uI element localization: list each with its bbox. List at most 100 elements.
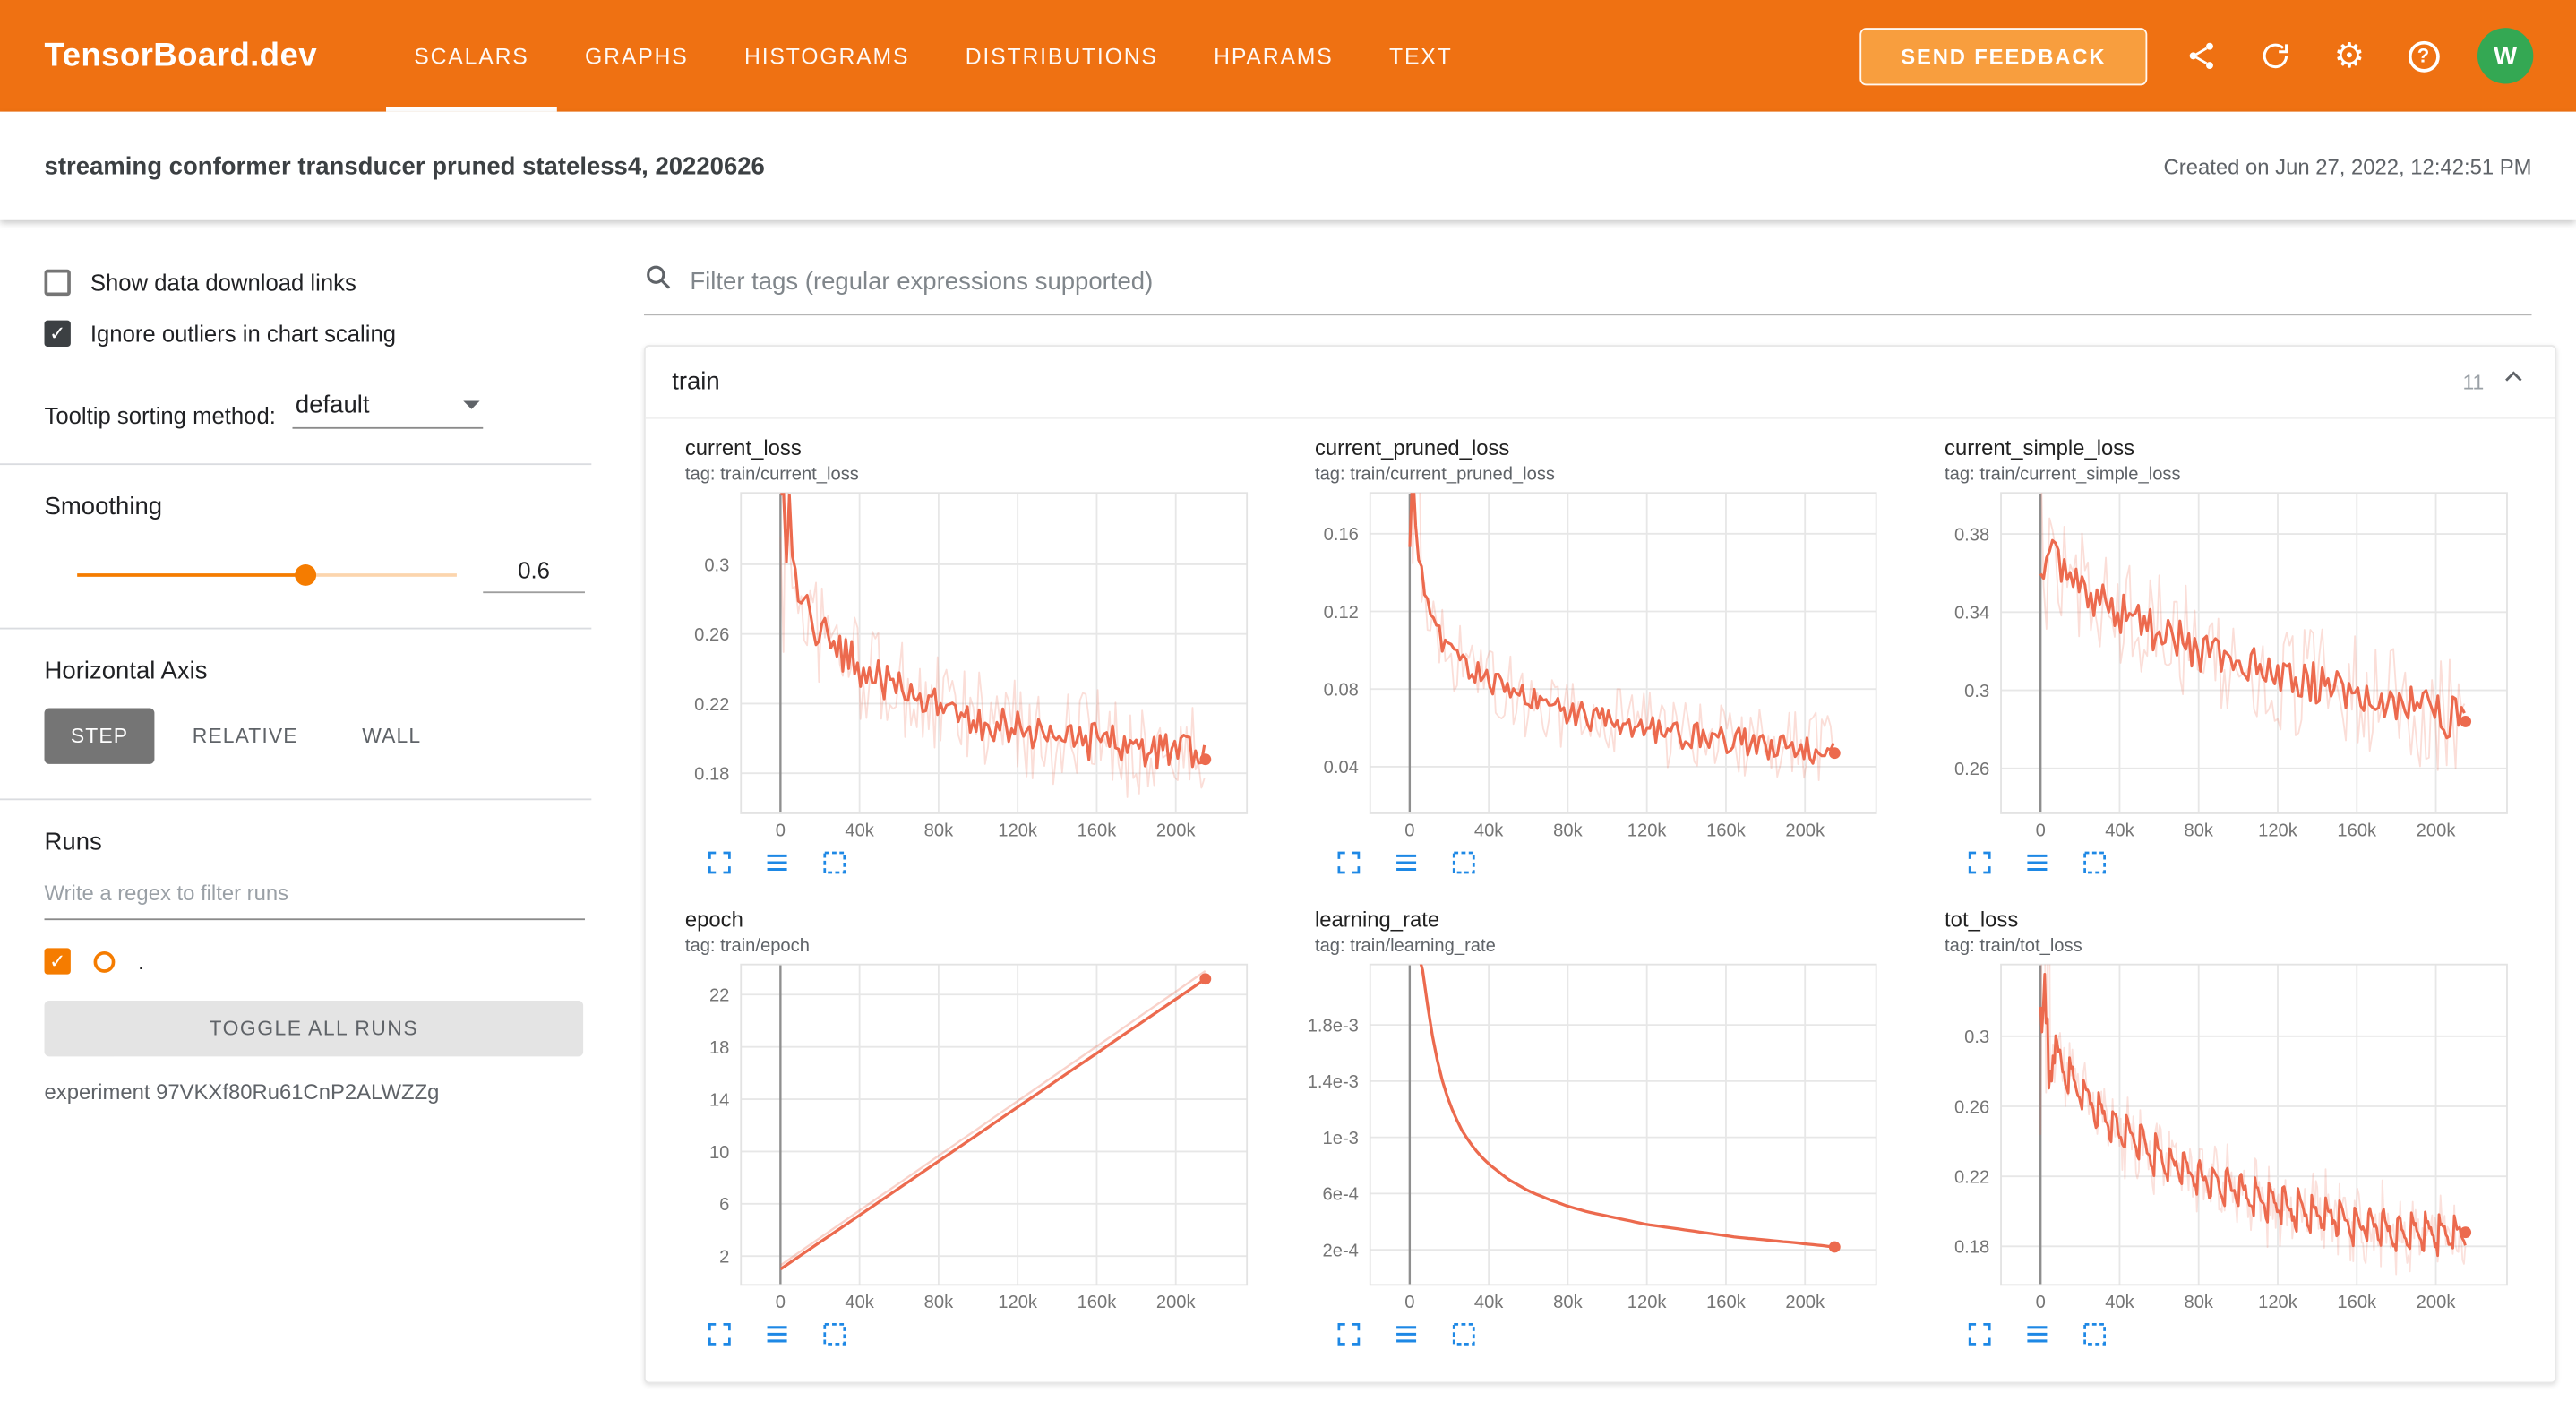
chart-plot[interactable]: 2e-4 6e-4 1e-3 1.4e-3 1.8e-3 0 40k 80k 120k 160k 2… <box>1292 959 1908 1314</box>
chart-actions <box>1921 1320 2537 1349</box>
fit-domain-icon[interactable] <box>1449 1320 1479 1349</box>
chart-card-learning_rate: learning_rate tag: train/learning_rate 2… <box>1292 907 1908 1348</box>
user-avatar[interactable]: W <box>2477 28 2534 84</box>
created-timestamp: Created on Jun 27, 2022, 12:42:51 PM <box>2163 153 2532 179</box>
show-download-links-checkbox-row[interactable]: Show data download links <box>44 256 585 307</box>
sidebar-divider <box>0 627 592 630</box>
tab-hparams[interactable]: HPARAMS <box>1214 43 1334 69</box>
tab-graphs[interactable]: GRAPHS <box>585 43 689 69</box>
fit-domain-icon[interactable] <box>2079 847 2108 877</box>
axis-step-button[interactable]: STEP <box>44 708 155 764</box>
tag-group-header[interactable]: train 11 <box>645 347 2555 419</box>
ignore-outliers-checkbox-row[interactable]: ✓ Ignore outliers in chart scaling <box>44 307 585 358</box>
tooltip-sort-row: Tooltip sorting method: default <box>45 391 585 429</box>
data-table-icon[interactable] <box>762 1320 792 1349</box>
run-list-item[interactable]: ✓ . <box>44 948 585 975</box>
svg-text:80k: 80k <box>924 821 954 841</box>
chart-plot[interactable]: 2 6 10 14 18 22 0 40k 80k 120k 160k 200k <box>662 959 1278 1314</box>
brand-title: TensorBoard.dev <box>44 37 318 73</box>
runs-regex-input[interactable] <box>44 869 585 921</box>
expand-chart-icon[interactable] <box>705 1320 734 1349</box>
expand-chart-icon[interactable] <box>705 847 734 877</box>
top-app-bar: TensorBoard.dev SCALARS GRAPHS HISTOGRAMS D… <box>0 0 2576 112</box>
refresh-icon[interactable] <box>2255 36 2295 75</box>
chart-plot[interactable]: 0.18 0.22 0.26 0.3 0 40k 80k 120k 160k 200k <box>662 488 1278 843</box>
send-feedback-button[interactable]: SEND FEEDBACK <box>1859 27 2148 85</box>
chart-plot[interactable]: 0.26 0.3 0.34 0.38 0 40k 80k 120k 160k 200k <box>1921 488 2537 843</box>
data-table-icon[interactable] <box>2022 1320 2051 1349</box>
svg-text:6e-4: 6e-4 <box>1323 1185 1359 1205</box>
runs-label: Runs <box>44 828 102 856</box>
svg-text:200k: 200k <box>1786 1293 1826 1312</box>
smoothing-slider[interactable] <box>77 564 457 586</box>
tab-scalars[interactable]: SCALARS <box>386 0 557 112</box>
filter-tags-input[interactable] <box>690 267 2532 296</box>
chart-tag: tag: train/current_loss <box>684 465 859 486</box>
fit-domain-icon[interactable] <box>820 1320 849 1349</box>
tab-histograms[interactable]: HISTOGRAMS <box>743 43 910 69</box>
chart-title: tot_loss <box>1945 907 2019 932</box>
ignore-outliers-label: Ignore outliers in chart scaling <box>90 319 397 347</box>
horizontal-axis-toggle: STEP RELATIVE WALL <box>44 708 585 764</box>
checkbox-checked-icon[interactable]: ✓ <box>44 319 71 347</box>
slider-fill <box>77 573 305 577</box>
expand-chart-icon[interactable] <box>1964 847 1994 877</box>
share-icon[interactable] <box>2182 36 2221 75</box>
collapse-chevron-up-icon[interactable] <box>2499 363 2529 400</box>
run-checkbox-checked-icon[interactable]: ✓ <box>44 948 71 975</box>
tag-group-title: train <box>672 367 720 397</box>
charts-grid: current_loss tag: train/current_loss 0.1… <box>646 419 2555 1382</box>
chart-tag: tag: train/learning_rate <box>1314 936 1496 957</box>
main-nav-tabs: SCALARS GRAPHS HISTOGRAMS DISTRIBUTIONS HPAR… <box>386 0 1481 112</box>
chart-actions <box>1292 1320 1908 1349</box>
smoothing-label: Smoothing <box>44 493 163 521</box>
data-table-icon[interactable] <box>1392 1320 1421 1349</box>
expand-chart-icon[interactable] <box>1335 847 1364 877</box>
experiment-header: streaming conformer transducer pruned st… <box>0 111 2576 220</box>
svg-text:40k: 40k <box>845 821 874 841</box>
slider-thumb[interactable] <box>294 564 316 586</box>
svg-text:200k: 200k <box>2416 821 2456 841</box>
svg-text:0.22: 0.22 <box>1953 1168 1988 1188</box>
data-table-icon[interactable] <box>762 847 792 877</box>
chart-tag: tag: train/current_pruned_loss <box>1314 465 1556 486</box>
svg-text:1.4e-3: 1.4e-3 <box>1308 1072 1359 1092</box>
svg-text:14: 14 <box>709 1090 729 1110</box>
fit-domain-icon[interactable] <box>2079 1320 2108 1349</box>
chart-card-current_loss: current_loss tag: train/current_loss 0.1… <box>662 435 1278 877</box>
svg-text:0: 0 <box>2035 821 2045 841</box>
checkbox-unchecked-icon[interactable] <box>44 268 71 296</box>
svg-text:0.12: 0.12 <box>1324 603 1359 623</box>
smoothing-value-input[interactable] <box>483 556 585 594</box>
toggle-all-runs-button[interactable]: TOGGLE ALL RUNS <box>44 1001 584 1057</box>
fit-domain-icon[interactable] <box>1449 847 1479 877</box>
chart-card-tot_loss: tot_loss tag: train/tot_loss 0.18 0.22 0.2… <box>1921 907 2537 1348</box>
horizontal-axis-label: Horizontal Axis <box>44 657 208 685</box>
chart-tag: tag: train/current_simple_loss <box>1945 465 2181 486</box>
tooltip-sort-select[interactable]: default <box>292 391 483 429</box>
chart-plot[interactable]: 0.18 0.22 0.26 0.3 0 40k 80k 120k 160k 200k <box>1921 959 2537 1314</box>
run-color-circle-icon[interactable] <box>93 950 116 972</box>
expand-chart-icon[interactable] <box>1335 1320 1364 1349</box>
expand-chart-icon[interactable] <box>1964 1320 1994 1349</box>
svg-text:40k: 40k <box>2105 821 2134 841</box>
sidebar-divider <box>0 798 592 801</box>
help-icon[interactable]: ? <box>2403 36 2443 75</box>
fit-domain-icon[interactable] <box>820 847 849 877</box>
svg-text:0.38: 0.38 <box>1953 525 1988 545</box>
axis-relative-button[interactable]: RELATIVE <box>166 709 324 764</box>
svg-text:80k: 80k <box>2184 1293 2213 1312</box>
svg-text:160k: 160k <box>1078 1293 1118 1312</box>
svg-text:2: 2 <box>719 1248 729 1268</box>
data-table-icon[interactable] <box>2022 847 2051 877</box>
data-table-icon[interactable] <box>1392 847 1421 877</box>
settings-gear-icon[interactable]: ⚙ <box>2333 35 2366 75</box>
tab-text[interactable]: TEXT <box>1388 43 1453 69</box>
tab-distributions[interactable]: DISTRIBUTIONS <box>965 43 1158 69</box>
svg-text:120k: 120k <box>2258 821 2298 841</box>
chart-plot[interactable]: 0.04 0.08 0.12 0.16 0 40k 80k 120k 160k 200k <box>1292 488 1908 843</box>
chart-tag: tag: train/tot_loss <box>1945 936 2082 957</box>
svg-text:40k: 40k <box>1474 821 1504 841</box>
axis-wall-button[interactable]: WALL <box>336 709 448 764</box>
